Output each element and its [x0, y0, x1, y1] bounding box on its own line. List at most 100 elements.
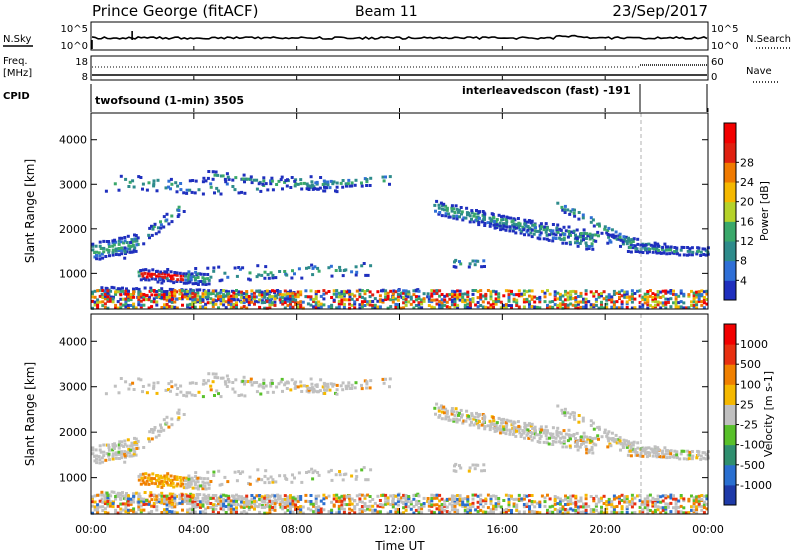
- power-cell: [120, 236, 124, 240]
- velocity-cell: [201, 480, 205, 484]
- velocity-cell: [510, 496, 513, 500]
- power-cell: [96, 289, 100, 293]
- velocity-cell: [96, 508, 100, 512]
- velocity-cell: [643, 497, 647, 501]
- velocity-cell: [432, 494, 436, 498]
- power-cell: [471, 300, 475, 304]
- velocity-cell: [479, 500, 483, 504]
- power-cell: [553, 293, 557, 297]
- velocity-cell: [703, 451, 707, 455]
- velocity-cell: [368, 508, 372, 512]
- velocity-cell: [257, 477, 261, 481]
- velocity-cell: [594, 508, 598, 512]
- power-cell: [369, 264, 373, 268]
- velocity-cell: [350, 497, 354, 501]
- power-cell: [564, 305, 567, 309]
- velocity-cell: [688, 453, 692, 457]
- velocity-cell: [705, 497, 709, 501]
- velocity-cell: [697, 494, 701, 498]
- power-cell: [474, 259, 478, 263]
- velocity-cell: [213, 375, 217, 379]
- velocity-cell: [224, 511, 228, 514]
- power-cell: [317, 305, 321, 309]
- velocity-cell: [373, 508, 377, 512]
- velocity-cell: [167, 425, 171, 429]
- power-cell: [686, 246, 690, 249]
- velocity-cell: [211, 496, 215, 500]
- power-cell: [391, 292, 395, 296]
- velocity-cell: [137, 377, 141, 381]
- power-cell: [677, 305, 681, 309]
- power-cell: [695, 300, 699, 304]
- velocity-cell: [317, 473, 321, 477]
- power-cell: [368, 300, 372, 303]
- power-cell: [335, 185, 339, 189]
- power-cell: [382, 179, 386, 183]
- velocity-cell: [656, 500, 660, 504]
- power-cell: [311, 266, 315, 270]
- velocity-cell: [523, 436, 526, 440]
- velocity-cell: [127, 501, 131, 505]
- power-cell: [518, 224, 522, 228]
- power-cell: [600, 231, 604, 235]
- power-cell: [605, 295, 609, 299]
- velocity-cell: [594, 494, 598, 498]
- power-cell: [187, 273, 191, 277]
- velocity-cell: [253, 507, 256, 511]
- velocity-cell: [651, 500, 655, 504]
- velocity-cell: [201, 496, 205, 500]
- velocity-cell: [494, 494, 498, 498]
- velocity-cell: [546, 508, 549, 512]
- power-cell: [101, 289, 105, 293]
- power-cell: [342, 294, 346, 298]
- power-cell: [437, 206, 441, 210]
- power-cell: [342, 298, 346, 302]
- power-cell: [435, 302, 439, 306]
- power-cell: [495, 218, 499, 221]
- velocity-cell: [571, 508, 575, 512]
- power-cell: [468, 262, 472, 266]
- velocity-cell: [422, 502, 426, 505]
- velocity-cell: [98, 505, 102, 509]
- power-cell: [576, 300, 580, 304]
- power-cell: [117, 188, 121, 192]
- power-cell: [589, 220, 593, 224]
- velocity-cell: [571, 501, 575, 505]
- velocity-cell: [605, 507, 609, 511]
- velocity-cell: [334, 473, 338, 477]
- velocity-cell: [629, 454, 633, 458]
- power-cell: [483, 224, 487, 227]
- velocity-cell: [358, 500, 362, 503]
- velocity-cell: [338, 473, 342, 477]
- velocity-cell: [612, 510, 616, 514]
- power-cell: [219, 174, 223, 178]
- velocity-cell: [141, 478, 145, 482]
- velocity-cell: [471, 501, 475, 505]
- power-cell: [206, 295, 210, 299]
- velocity-cell: [268, 508, 272, 512]
- velocity-cell: [489, 510, 493, 514]
- velocity-cell: [167, 382, 171, 386]
- power-cell: [155, 303, 159, 307]
- velocity-cell: [310, 467, 314, 471]
- velocity-cell: [439, 404, 443, 408]
- power-cell: [321, 183, 325, 186]
- velocity-cell: [523, 425, 527, 429]
- power-cell: [625, 292, 629, 296]
- velocity-cell: [193, 394, 197, 397]
- power-cell: [154, 277, 158, 281]
- velocity-cell: [129, 497, 133, 501]
- power-cell: [600, 292, 603, 295]
- velocity-cell: [479, 497, 483, 501]
- velocity-cell: [528, 430, 531, 433]
- power-cell: [631, 246, 635, 250]
- power-cell: [520, 294, 524, 298]
- power-cell: [160, 293, 164, 297]
- power-cell: [182, 191, 186, 195]
- power-cell: [562, 225, 566, 229]
- velocity-cell: [461, 500, 465, 504]
- velocity-cell: [537, 433, 541, 437]
- power-cell: [197, 280, 201, 284]
- velocity-cell: [263, 496, 267, 500]
